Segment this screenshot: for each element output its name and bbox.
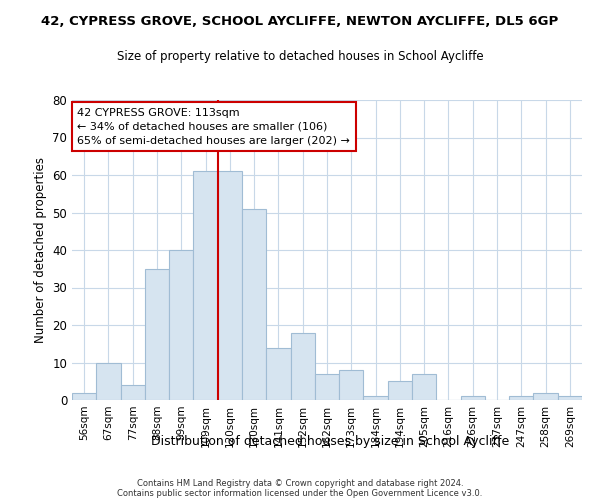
- Bar: [290, 332, 315, 400]
- Bar: [242, 209, 266, 400]
- Bar: [315, 374, 339, 400]
- Bar: [266, 348, 290, 400]
- Bar: [509, 396, 533, 400]
- Bar: [388, 381, 412, 400]
- Bar: [558, 396, 582, 400]
- Text: Contains public sector information licensed under the Open Government Licence v3: Contains public sector information licen…: [118, 488, 482, 498]
- Bar: [218, 171, 242, 400]
- Text: 42 CYPRESS GROVE: 113sqm
← 34% of detached houses are smaller (106)
65% of semi-: 42 CYPRESS GROVE: 113sqm ← 34% of detach…: [77, 108, 350, 146]
- Bar: [461, 396, 485, 400]
- Bar: [169, 250, 193, 400]
- Text: Contains HM Land Registry data © Crown copyright and database right 2024.: Contains HM Land Registry data © Crown c…: [137, 478, 463, 488]
- Bar: [339, 370, 364, 400]
- Bar: [96, 362, 121, 400]
- Bar: [533, 392, 558, 400]
- Text: Distribution of detached houses by size in School Aycliffe: Distribution of detached houses by size …: [151, 435, 509, 448]
- Bar: [72, 392, 96, 400]
- Y-axis label: Number of detached properties: Number of detached properties: [34, 157, 47, 343]
- Text: 42, CYPRESS GROVE, SCHOOL AYCLIFFE, NEWTON AYCLIFFE, DL5 6GP: 42, CYPRESS GROVE, SCHOOL AYCLIFFE, NEWT…: [41, 15, 559, 28]
- Bar: [121, 385, 145, 400]
- Bar: [412, 374, 436, 400]
- Bar: [145, 269, 169, 400]
- Text: Size of property relative to detached houses in School Aycliffe: Size of property relative to detached ho…: [116, 50, 484, 63]
- Bar: [364, 396, 388, 400]
- Bar: [193, 171, 218, 400]
